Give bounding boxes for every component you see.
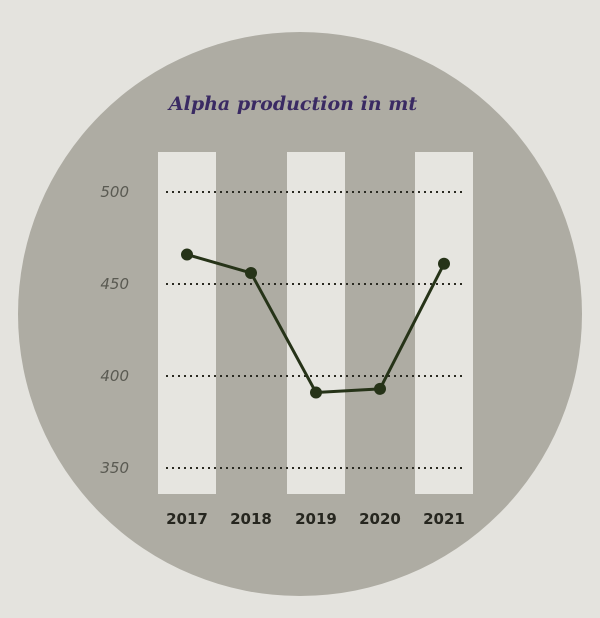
data-point-2020 [374, 382, 386, 395]
data-point-2018 [245, 266, 257, 279]
column-band-2019 [287, 152, 345, 494]
y-tick-label: 400 [100, 367, 129, 385]
gridlines [166, 191, 466, 469]
y-tick-label: 350 [100, 459, 129, 477]
y-axis-ticks: 500 450 400 350 [100, 183, 129, 477]
x-tick-label: 2017 [166, 510, 208, 528]
y-tick-label: 450 [100, 275, 129, 293]
x-axis-ticks: 2017 2018 2019 2020 2021 [166, 510, 465, 528]
data-point-2019 [310, 386, 322, 399]
y-tick-label: 500 [100, 183, 129, 201]
data-point-2021 [438, 257, 450, 270]
column-band-2021 [415, 152, 473, 494]
x-tick-label: 2018 [230, 510, 272, 528]
x-tick-label: 2019 [295, 510, 337, 528]
x-tick-label: 2020 [359, 510, 401, 528]
x-tick-label: 2021 [423, 510, 465, 528]
series-group [181, 248, 450, 399]
column-band-2017 [158, 152, 216, 494]
column-bands [158, 152, 473, 494]
chart-title: Alpha production in mt [167, 93, 417, 115]
data-point-2017 [181, 248, 193, 261]
